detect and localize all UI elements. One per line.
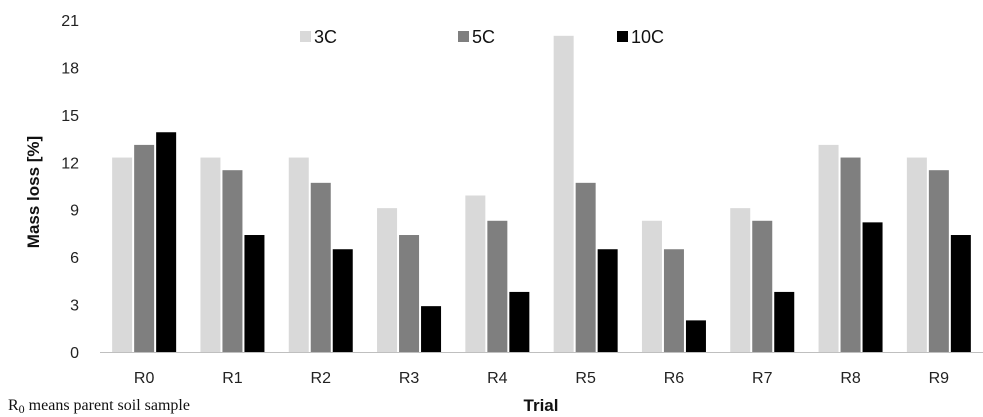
legend: 3C 5C 10C xyxy=(300,27,664,47)
bar-r6-5c xyxy=(663,249,684,352)
bar-r7-10c xyxy=(774,291,795,352)
y-tick-label: 15 xyxy=(61,108,79,125)
y-tick-label: 21 xyxy=(61,13,79,30)
legend-label-10c: 10C xyxy=(631,27,664,47)
bar-r4-3c xyxy=(465,195,486,352)
bar-r1-10c xyxy=(244,235,265,352)
x-tick-label: R9 xyxy=(929,370,950,387)
x-tick-label: R8 xyxy=(840,370,861,387)
legend-label-5c: 5C xyxy=(472,27,495,47)
bar-r8-10c xyxy=(862,222,883,352)
legend-swatch-10c xyxy=(617,31,628,42)
bar-r5-10c xyxy=(597,249,618,352)
footnote-base: R xyxy=(8,397,19,414)
bar-r1-3c xyxy=(200,157,221,352)
bars xyxy=(112,35,971,353)
bar-r0-3c xyxy=(112,157,133,352)
bar-r9-10c xyxy=(950,235,971,352)
y-tick-label: 18 xyxy=(61,60,79,77)
bar-r3-3c xyxy=(377,208,398,352)
bar-r6-3c xyxy=(641,220,662,352)
footnote: R0 means parent soil sample xyxy=(8,397,190,416)
bar-r2-3c xyxy=(288,157,309,352)
x-tick-label: R5 xyxy=(575,370,596,387)
bar-r9-3c xyxy=(906,157,927,352)
bar-r3-10c xyxy=(421,306,442,352)
bar-r8-5c xyxy=(840,157,861,352)
bar-r8-3c xyxy=(818,144,839,352)
bar-r3-5c xyxy=(399,235,420,352)
legend-label-3c: 3C xyxy=(314,27,337,47)
bar-r5-5c xyxy=(575,182,596,352)
x-tick-label: R0 xyxy=(134,370,155,387)
x-axis-ticks: R0 R1 R2 R3 R4 R5 R6 R7 R8 R9 xyxy=(134,370,949,387)
y-tick-label: 12 xyxy=(61,155,79,172)
y-tick-label: 3 xyxy=(70,298,79,315)
bar-r7-3c xyxy=(730,208,751,352)
x-tick-label: R2 xyxy=(311,370,332,387)
legend-swatch-3c xyxy=(300,31,311,42)
x-tick-label: R1 xyxy=(222,370,243,387)
bar-r9-5c xyxy=(928,170,949,352)
x-tick-label: R7 xyxy=(752,370,773,387)
bar-r7-5c xyxy=(752,220,773,352)
x-tick-label: R4 xyxy=(487,370,508,387)
bar-r2-5c xyxy=(310,182,331,352)
legend-swatch-5c xyxy=(458,31,469,42)
bar-r4-5c xyxy=(487,220,508,352)
y-tick-label: 0 xyxy=(70,345,79,362)
y-tick-label: 9 xyxy=(70,203,79,220)
footnote-rest: means parent soil sample xyxy=(25,397,190,414)
bar-r6-10c xyxy=(685,320,706,352)
bar-r2-10c xyxy=(332,249,353,352)
y-axis-title: Mass loss [%] xyxy=(24,136,43,248)
bar-r1-5c xyxy=(222,170,243,352)
x-tick-label: R3 xyxy=(399,370,420,387)
bar-r0-10c xyxy=(156,132,177,352)
bar-r5-3c xyxy=(553,35,574,353)
footnote-subscript: 0 xyxy=(19,402,25,416)
y-axis-ticks: 0 3 6 9 12 15 18 21 xyxy=(61,13,79,362)
y-tick-label: 6 xyxy=(70,250,79,267)
x-tick-label: R6 xyxy=(664,370,685,387)
x-axis-title: Trial xyxy=(524,396,559,415)
bar-r0-5c xyxy=(134,144,155,352)
bar-r4-10c xyxy=(509,291,530,352)
